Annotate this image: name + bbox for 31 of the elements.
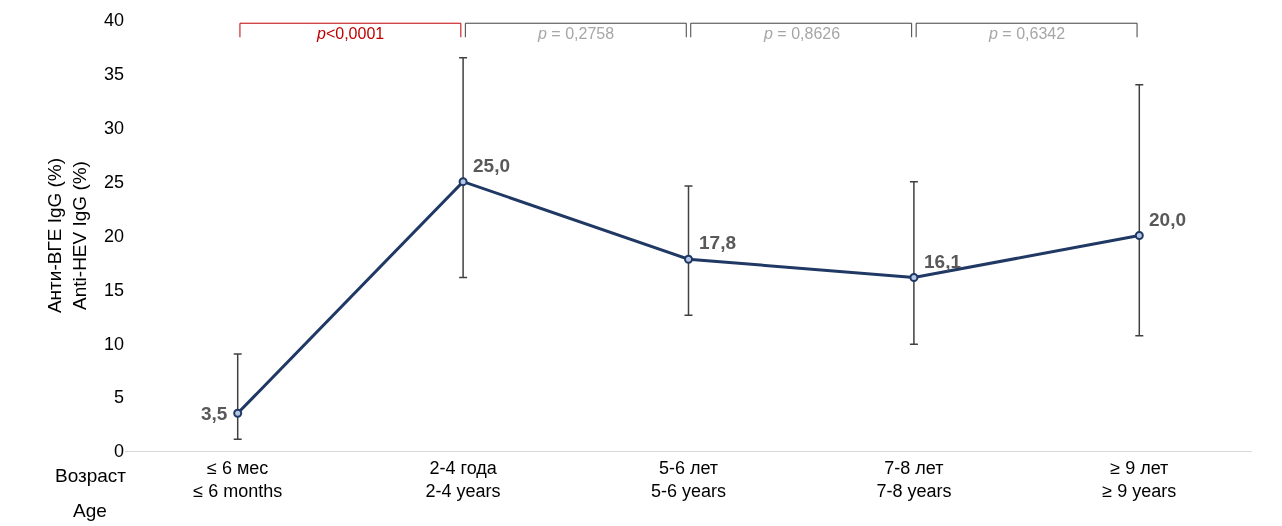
text: Возраст: [55, 465, 127, 486]
y-tick-label: 10: [103, 333, 124, 354]
y-tick-label: 20: [103, 225, 124, 246]
point: [1134, 231, 1144, 240]
point: [233, 408, 243, 418]
y-axis-title: Анти-ВГЕ IgG (%) Anti-HEV IgG (%): [44, 157, 90, 314]
x-tick-label: 5-6 лет 5-6 years: [650, 457, 727, 501]
y-tick-label: 25: [103, 171, 124, 192]
y-tick-label: 15: [103, 279, 124, 300]
x-tick-label: 2-4 года 2-4 years: [425, 457, 501, 501]
point: [458, 177, 468, 187]
data-label: 17,8: [699, 232, 736, 253]
annotation: p = 0,6342: [988, 25, 1066, 42]
annotation: p = 0,8626: [763, 25, 841, 42]
data-label: 25,0: [473, 155, 510, 176]
x-tick-label: 7-8 лет 7-8 years: [876, 457, 952, 501]
x-tick-label: ≤ 6 мес ≤ 6 months: [193, 457, 283, 501]
data-label: 16,1: [924, 251, 962, 272]
y-tick-label: 30: [103, 118, 124, 139]
y-tick-label: 40: [103, 10, 124, 31]
text: Age: [73, 500, 107, 521]
point: [909, 273, 919, 283]
data-label: 3,5: [201, 403, 228, 424]
y-tick-label: 35: [103, 64, 124, 85]
x-tick-label: ≥ 9 лет ≥ 9 years: [1102, 457, 1177, 501]
annotation: p<0,0001: [316, 25, 385, 42]
data-label: 20,0: [1149, 209, 1186, 230]
point: [684, 254, 693, 264]
annotation: p = 0,2758: [537, 25, 615, 42]
y-tick-label: 0: [113, 441, 124, 462]
y-tick-label: 5: [113, 387, 124, 408]
